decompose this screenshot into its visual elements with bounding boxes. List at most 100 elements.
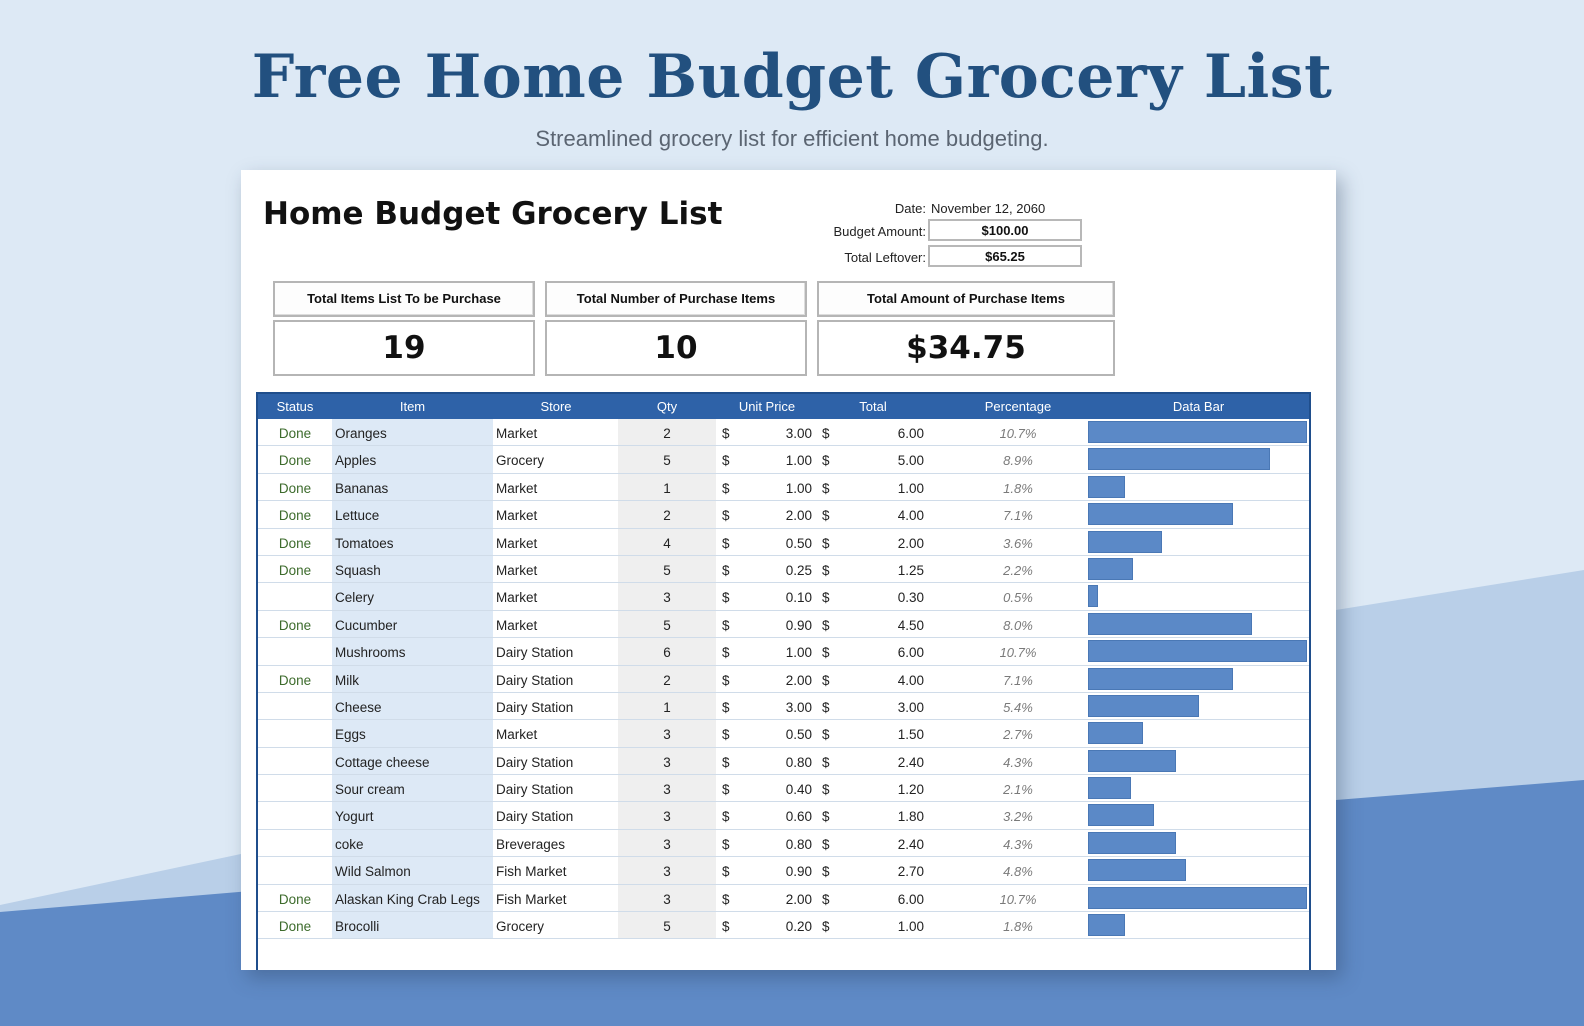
qty-cell[interactable]: 1 (618, 473, 716, 501)
unit-price-cell[interactable]: 0.60 (785, 809, 812, 825)
header-data-bar[interactable]: Data Bar (1172, 399, 1225, 414)
status-cell[interactable]: Done (278, 508, 312, 524)
unit-price-currency[interactable]: $ (722, 645, 730, 661)
store-cell[interactable]: Market (496, 426, 538, 441)
percentage-cell[interactable]: 4.3% (1003, 754, 1033, 770)
percentage-cell[interactable]: 10.7% (999, 891, 1037, 907)
status-cell[interactable]: Done (278, 919, 312, 935)
unit-price-cell[interactable]: 0.90 (785, 864, 812, 880)
header-total[interactable]: Total (859, 399, 887, 414)
item-cell[interactable]: Sour cream (332, 775, 493, 802)
store-cell[interactable]: Dairy Station (496, 809, 574, 825)
store-cell[interactable]: Dairy Station (496, 782, 574, 798)
status-cell[interactable]: Done (278, 562, 312, 578)
status-cell[interactable] (258, 802, 332, 828)
qty-cell[interactable]: 5 (618, 446, 716, 473)
store-cell[interactable]: Fish Market (496, 864, 567, 880)
qty-cell[interactable]: 3 (618, 775, 716, 802)
item-cell[interactable]: Cucumber (332, 610, 493, 638)
status-cell[interactable] (258, 775, 332, 801)
percentage-cell[interactable]: 8.0% (1003, 617, 1033, 633)
table-row[interactable]: Done Brocolli Grocery 5 $0.20 $1.00 1.8% (258, 912, 1309, 940)
total-cell[interactable]: 1.20 (897, 782, 924, 798)
unit-price-currency[interactable]: $ (722, 535, 730, 551)
total-cell[interactable]: 4.00 (897, 508, 924, 524)
total-cell[interactable]: 0.30 (897, 590, 924, 606)
qty-cell[interactable]: 2 (618, 501, 716, 528)
status-cell[interactable]: Done (278, 617, 312, 633)
summary-total-items-value[interactable]: 19 (273, 320, 535, 376)
item-cell[interactable]: Cottage cheese (332, 747, 493, 775)
percentage-cell[interactable]: 7.1% (1003, 508, 1033, 524)
status-cell[interactable] (258, 583, 332, 609)
total-currency[interactable]: $ (822, 617, 830, 633)
unit-price-cell[interactable]: 0.80 (785, 836, 812, 852)
store-cell[interactable]: Market (496, 480, 538, 496)
total-cell[interactable]: 6.00 (897, 645, 924, 661)
total-currency[interactable]: $ (822, 535, 830, 551)
unit-price-cell[interactable]: 1.00 (785, 453, 812, 469)
total-currency[interactable]: $ (822, 590, 830, 606)
table-row[interactable]: Done Tomatoes Market 4 $0.50 $2.00 3.6% (258, 528, 1309, 556)
unit-price-currency[interactable]: $ (722, 480, 730, 496)
store-cell[interactable]: Dairy Station (496, 645, 574, 661)
item-cell[interactable]: Apples (332, 446, 493, 473)
total-cell[interactable]: 1.50 (897, 727, 924, 743)
header-status[interactable]: Status (276, 399, 314, 414)
table-row[interactable]: Done Oranges Market 2 $3.00 $6.00 10.7% (258, 419, 1309, 447)
percentage-cell[interactable]: 10.7% (999, 645, 1037, 661)
total-cell[interactable]: 6.00 (897, 426, 924, 441)
total-currency[interactable]: $ (822, 891, 830, 907)
total-cell[interactable]: 1.00 (897, 480, 924, 496)
total-currency[interactable]: $ (822, 699, 830, 715)
unit-price-currency[interactable]: $ (722, 453, 730, 469)
status-cell[interactable]: Done (278, 672, 312, 688)
total-currency[interactable]: $ (822, 672, 830, 688)
percentage-cell[interactable]: 4.8% (1003, 864, 1033, 880)
percentage-cell[interactable]: 10.7% (999, 426, 1037, 441)
unit-price-currency[interactable]: $ (722, 672, 730, 688)
total-cell[interactable]: 1.25 (897, 562, 924, 578)
total-cell[interactable]: 2.40 (897, 836, 924, 852)
qty-cell[interactable]: 6 (618, 638, 716, 665)
table-row[interactable]: Mushrooms Dairy Station 6 $1.00 $6.00 10.7% (258, 638, 1309, 666)
item-cell[interactable]: Bananas (332, 473, 493, 501)
qty-cell[interactable]: 3 (618, 720, 716, 747)
item-cell[interactable]: Wild Salmon (332, 857, 493, 884)
total-cell[interactable]: 4.00 (897, 672, 924, 688)
status-cell[interactable] (258, 857, 332, 883)
unit-price-cell[interactable]: 3.00 (785, 699, 812, 715)
total-currency[interactable]: $ (822, 919, 830, 935)
total-cell[interactable]: 1.80 (897, 809, 924, 825)
store-cell[interactable]: Dairy Station (496, 754, 574, 770)
unit-price-currency[interactable]: $ (722, 617, 730, 633)
percentage-cell[interactable]: 7.1% (1003, 672, 1033, 688)
table-row[interactable]: Done Lettuce Market 2 $2.00 $4.00 7.1% (258, 501, 1309, 529)
unit-price-cell[interactable]: 1.00 (785, 645, 812, 661)
item-cell[interactable]: Tomatoes (332, 528, 493, 555)
unit-price-currency[interactable]: $ (722, 727, 730, 743)
qty-cell[interactable]: 4 (618, 528, 716, 555)
percentage-cell[interactable]: 1.8% (1003, 919, 1033, 935)
percentage-cell[interactable]: 4.3% (1003, 836, 1033, 852)
unit-price-cell[interactable]: 0.25 (785, 562, 812, 578)
unit-price-currency[interactable]: $ (722, 508, 730, 524)
header-unit-price[interactable]: Unit Price (738, 399, 796, 414)
total-currency[interactable]: $ (822, 645, 830, 661)
total-cell[interactable]: 6.00 (897, 891, 924, 907)
store-cell[interactable]: Grocery (496, 453, 545, 469)
unit-price-cell[interactable]: 0.10 (785, 590, 812, 606)
total-cell[interactable]: 2.40 (897, 754, 924, 770)
item-cell[interactable]: Oranges (332, 419, 493, 446)
summary-purchase-amount-value[interactable]: $34.75 (817, 320, 1115, 376)
summary-purchase-items-value[interactable]: 10 (545, 320, 807, 376)
item-cell[interactable]: Mushrooms (332, 638, 493, 665)
unit-price-cell[interactable]: 3.00 (785, 426, 812, 441)
total-cell[interactable]: 4.50 (897, 617, 924, 633)
total-currency[interactable]: $ (822, 836, 830, 852)
qty-cell[interactable]: 2 (618, 419, 716, 446)
store-cell[interactable]: Dairy Station (496, 672, 574, 688)
percentage-cell[interactable]: 1.8% (1003, 480, 1033, 496)
table-row[interactable]: Yogurt Dairy Station 3 $0.60 $1.80 3.2% (258, 802, 1309, 830)
total-leftover-field[interactable]: $65.25 (928, 245, 1082, 267)
